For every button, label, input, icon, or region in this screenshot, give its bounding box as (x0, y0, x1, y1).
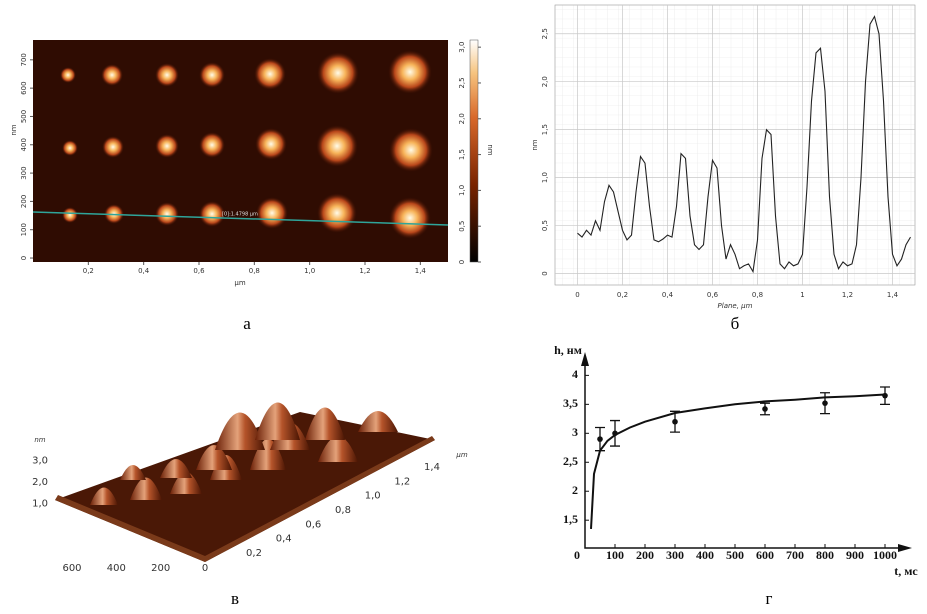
x-tick-label: 0,6 (193, 267, 205, 275)
x-axis-label: t, мс (894, 564, 918, 578)
y-tick-label: 0 (20, 256, 28, 260)
y-tick-label: 200 (151, 563, 170, 574)
x-tick-label: 0,4 (276, 534, 292, 545)
y-tick-label: 4 (572, 367, 578, 381)
data-point (822, 400, 828, 406)
x-tick-label: 100 (606, 548, 624, 562)
x-tick-label: 0,6 (707, 291, 719, 299)
x-tick-label: 700 (786, 548, 804, 562)
x-tick-label: 0,4 (138, 267, 150, 275)
colorbar-tick-label: 2,0 (458, 113, 466, 124)
x-tick-label: 0,2 (617, 291, 628, 299)
colorbar-tick-label: 0,5 (458, 221, 466, 232)
data-point (672, 418, 678, 425)
surface-3d (55, 402, 435, 562)
x-tick-label: 0,8 (335, 505, 351, 516)
caption: б (731, 314, 740, 333)
plot-frame (554, 4, 916, 286)
y-tick-label: 1,0 (541, 172, 549, 183)
y-tick-label: 500 (20, 110, 28, 123)
axes (584, 358, 906, 549)
colorbar-label: nm (486, 144, 494, 155)
x-tick-label: 200 (636, 548, 654, 562)
x-tick-label: 1,4 (424, 462, 440, 473)
x-tick-label: 600 (756, 548, 774, 562)
y-tick-label: 2,5 (563, 454, 578, 468)
y-tick-label: 600 (20, 81, 28, 94)
y-tick-label: 100 (20, 223, 28, 236)
y-tick-label: 1,5 (563, 512, 578, 526)
caption: а (243, 314, 251, 333)
x-tick-label: 1,4 (887, 291, 899, 299)
y-tick-label: 1,5 (541, 124, 549, 135)
colorbar-tick-label: 1,5 (458, 149, 466, 160)
data-point (762, 406, 768, 412)
x-tick-label: 1,4 (415, 267, 427, 275)
caption: г (766, 589, 773, 608)
z-tick-label: 3,0 (32, 456, 48, 467)
x-tick-label: 1000 (873, 548, 897, 562)
y-axis-label: nm (10, 124, 18, 135)
z-tick-label: 2,0 (32, 477, 48, 488)
x-tick-label: 0,8 (752, 291, 763, 299)
caption: в (231, 589, 239, 608)
x-tick-label: 500 (726, 548, 744, 562)
y-axis-label: h, нм (554, 343, 582, 357)
x-tick-label: 0,4 (662, 291, 674, 299)
y-tick-label: 2 (572, 483, 578, 497)
x-tick-label: 0 (575, 291, 579, 299)
x-tick-label: 0,2 (83, 267, 94, 275)
profile-line (577, 15, 911, 274)
x-axis-label: μm (455, 451, 467, 459)
y-axis-label: nm (531, 139, 539, 150)
y-tick-label: 0 (541, 271, 549, 275)
data-point (882, 392, 888, 399)
y-tick-label: 200 (20, 195, 28, 208)
x-tick-label: 1,2 (394, 476, 410, 487)
colorbar-tick-label: 3,0 (458, 42, 466, 53)
colorbar-tick-label: 2,5 (458, 77, 466, 88)
x-tick-label: 0,2 (246, 548, 262, 559)
data-point (597, 436, 603, 442)
x-tick-label: 400 (696, 548, 714, 562)
y-tick-label: 3,5 (563, 396, 578, 410)
x-tick-label: 0,8 (249, 267, 260, 275)
colorbar-tick-label: 1,0 (458, 185, 466, 196)
x-tick-label: 0,6 (305, 519, 321, 530)
y-tick-label: 400 (20, 138, 28, 151)
x-tick-label: 0 (574, 548, 580, 562)
x-tick-label: 300 (666, 548, 684, 562)
x-tick-label: 1 (800, 291, 804, 299)
y-tick-label: 700 (20, 53, 28, 66)
annotation: [0]:1.4798 μm (222, 212, 258, 218)
y-tick-label: 300 (20, 166, 28, 179)
x-tick-label: 800 (816, 548, 834, 562)
x-tick-label: 1,2 (359, 267, 370, 275)
x-tick-label: 1,2 (842, 291, 853, 299)
z-axis-label: nm (34, 436, 45, 444)
data-point (612, 430, 618, 437)
x-tick-label: 1,0 (365, 491, 381, 502)
y-tick-label: 3 (572, 425, 578, 439)
afm-image (32, 39, 479, 263)
x-axis-label: μm (234, 279, 245, 287)
y-tick-label: 600 (62, 563, 81, 574)
y-tick-label: 0 (202, 563, 208, 574)
y-tick-label: 400 (107, 563, 126, 574)
x-tick-label: 900 (846, 548, 864, 562)
fit-curve (590, 393, 886, 529)
y-tick-label: 0,5 (541, 220, 549, 231)
z-tick-label: 1,0 (32, 499, 48, 510)
colorbar-tick-label: 0 (458, 260, 466, 264)
axis-arrow (581, 352, 912, 552)
x-tick-label: 1,0 (304, 267, 315, 275)
y-tick-label: 2,0 (541, 76, 549, 87)
x-axis-label: Plane, μm (718, 302, 753, 310)
y-tick-label: 2,5 (541, 28, 549, 39)
